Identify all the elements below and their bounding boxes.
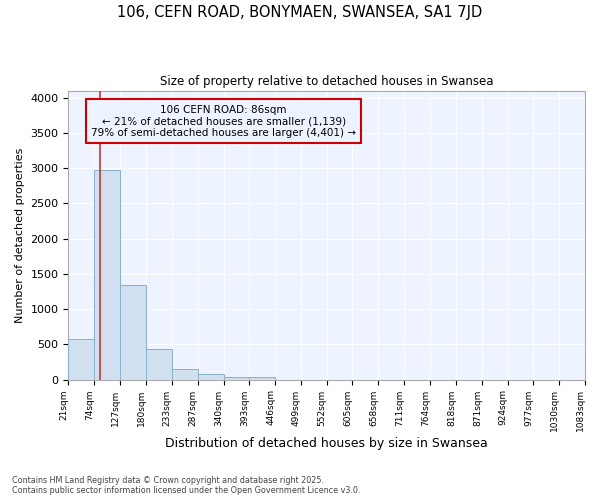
X-axis label: Distribution of detached houses by size in Swansea: Distribution of detached houses by size …: [166, 437, 488, 450]
Y-axis label: Number of detached properties: Number of detached properties: [15, 148, 25, 323]
Bar: [94, 170, 120, 380]
Text: 106 CEFN ROAD: 86sqm
← 21% of detached houses are smaller (1,139)
79% of semi-de: 106 CEFN ROAD: 86sqm ← 21% of detached h…: [91, 104, 356, 138]
Text: Contains HM Land Registry data © Crown copyright and database right 2025.
Contai: Contains HM Land Registry data © Crown c…: [12, 476, 361, 495]
Bar: [172, 368, 198, 380]
Bar: [224, 377, 250, 380]
Title: Size of property relative to detached houses in Swansea: Size of property relative to detached ho…: [160, 75, 493, 88]
Bar: [68, 338, 94, 380]
Bar: [198, 374, 224, 380]
Bar: [120, 285, 146, 380]
Text: 106, CEFN ROAD, BONYMAEN, SWANSEA, SA1 7JD: 106, CEFN ROAD, BONYMAEN, SWANSEA, SA1 7…: [118, 5, 482, 20]
Bar: [250, 377, 275, 380]
Bar: [146, 350, 172, 380]
